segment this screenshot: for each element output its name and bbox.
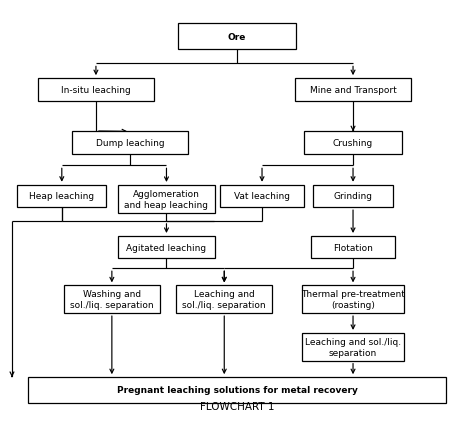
FancyBboxPatch shape xyxy=(18,185,106,208)
Text: Pregnant leaching solutions for metal recovery: Pregnant leaching solutions for metal re… xyxy=(117,386,357,394)
Text: Leaching and
sol./liq. separation: Leaching and sol./liq. separation xyxy=(182,290,266,310)
Text: Leaching and sol./liq.
separation: Leaching and sol./liq. separation xyxy=(305,337,401,357)
Text: Grinding: Grinding xyxy=(334,192,373,201)
Text: In-situ leaching: In-situ leaching xyxy=(61,86,131,95)
FancyBboxPatch shape xyxy=(304,132,402,155)
FancyBboxPatch shape xyxy=(178,24,296,50)
FancyBboxPatch shape xyxy=(38,79,154,101)
Text: Vat leaching: Vat leaching xyxy=(234,192,290,201)
Text: FLOWCHART 1: FLOWCHART 1 xyxy=(200,401,274,411)
FancyBboxPatch shape xyxy=(295,79,411,101)
FancyBboxPatch shape xyxy=(118,185,215,213)
FancyBboxPatch shape xyxy=(64,285,160,314)
Text: Ore: Ore xyxy=(228,32,246,41)
Text: Agglomeration
and heap leaching: Agglomeration and heap leaching xyxy=(125,189,209,209)
FancyBboxPatch shape xyxy=(72,132,188,155)
Text: Washing and
sol./liq. separation: Washing and sol./liq. separation xyxy=(70,290,154,310)
Text: Thermal pre-treatment
(roasting): Thermal pre-treatment (roasting) xyxy=(301,290,405,310)
FancyBboxPatch shape xyxy=(302,333,404,361)
FancyBboxPatch shape xyxy=(302,285,404,314)
FancyBboxPatch shape xyxy=(118,236,215,259)
Text: Crushing: Crushing xyxy=(333,139,373,148)
FancyBboxPatch shape xyxy=(313,185,393,208)
FancyBboxPatch shape xyxy=(220,185,304,208)
Text: Flotation: Flotation xyxy=(333,243,373,252)
Text: Heap leaching: Heap leaching xyxy=(29,192,94,201)
Text: Agitated leaching: Agitated leaching xyxy=(127,243,207,252)
FancyBboxPatch shape xyxy=(176,285,272,314)
FancyBboxPatch shape xyxy=(311,236,395,259)
FancyBboxPatch shape xyxy=(27,377,447,403)
Text: Dump leaching: Dump leaching xyxy=(96,139,164,148)
Text: Mine and Transport: Mine and Transport xyxy=(310,86,396,95)
